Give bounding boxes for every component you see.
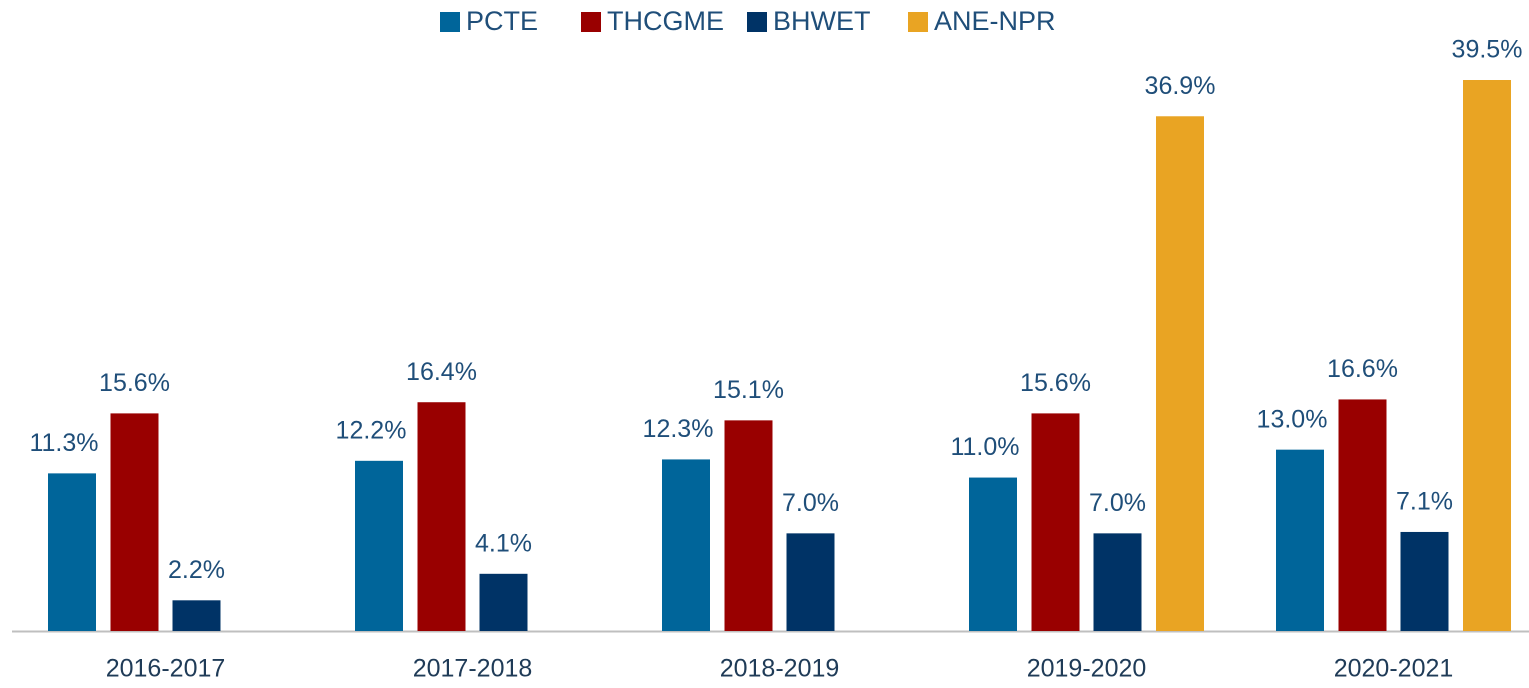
legend-swatch [908,12,928,32]
data-label: 15.6% [99,369,170,397]
bar [1093,533,1142,631]
bar [172,600,221,631]
bar [1031,413,1080,631]
data-label: 11.0% [950,433,1019,461]
bar [724,420,773,631]
bar [786,533,835,631]
x-tick-label: 2016-2017 [106,655,226,683]
data-label: 15.6% [1020,369,1091,397]
bar [355,460,403,631]
data-label: 15.1% [713,376,784,404]
data-label: 39.5% [1452,36,1523,64]
bar [1338,399,1387,631]
data-label: 7.1% [1396,488,1453,516]
legend-label: ANE-NPR [934,6,1056,36]
bar [417,402,466,631]
bar [1463,80,1511,631]
data-label: 12.3% [643,415,714,443]
data-label: 16.4% [406,358,477,386]
bar [1400,531,1449,631]
x-tick-label: 2019-2020 [1027,655,1147,683]
data-label: 4.1% [475,529,532,557]
data-label: 13.0% [1257,405,1328,433]
data-label: 2.2% [168,556,225,584]
legend-swatch [747,12,767,32]
legend-swatch [581,12,601,32]
bar [48,473,96,631]
bar [479,573,528,631]
legend-label: BHWET [773,6,871,36]
legend-swatch [440,12,460,32]
data-label: 11.3% [29,429,98,457]
bar [110,413,159,631]
legend-label: THCGME [607,6,724,36]
bar [1156,116,1204,631]
x-tick-label: 2020-2021 [1334,655,1454,683]
data-label: 12.2% [336,416,407,444]
x-tick-label: 2017-2018 [413,655,533,683]
data-label: 7.0% [1089,489,1146,517]
legend-label: PCTE [466,6,538,36]
data-label: 16.6% [1327,355,1398,383]
data-label: 36.9% [1145,72,1216,100]
bar [662,459,710,631]
x-tick-label: 2018-2019 [720,655,840,683]
data-label: 7.0% [782,489,839,517]
bar [1276,449,1324,631]
bar [969,477,1017,631]
